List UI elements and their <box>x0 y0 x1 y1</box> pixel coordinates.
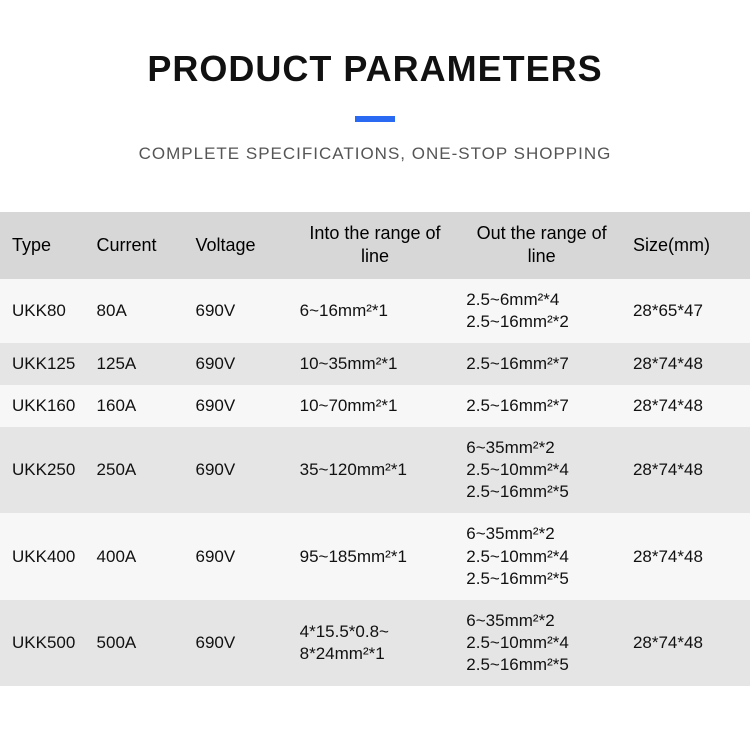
table-row: UKK8080A690V 6~16mm²*1 2.5~6mm²*42.5~16mm²… <box>0 279 750 343</box>
cell-size: 28*65*47 <box>625 279 750 343</box>
cell-in: 10~70mm²*1 <box>292 385 459 427</box>
cell-size: 28*74*48 <box>625 513 750 599</box>
accent-bar <box>355 116 395 122</box>
spec-table-header-row: Type Current Voltage Into the range of l… <box>0 212 750 279</box>
cell-voltage: 690V <box>187 513 291 599</box>
cell-voltage: 690V <box>187 385 291 427</box>
cell-voltage: 690V <box>187 279 291 343</box>
cell-type: UKK160 <box>0 385 89 427</box>
cell-out: 6~35mm²*22.5~10mm²*42.5~16mm²*5 <box>458 427 625 513</box>
cell-out-line: 2.5~16mm²*7 <box>466 395 617 417</box>
cell-type: UKK80 <box>0 279 89 343</box>
cell-current: 250A <box>89 427 188 513</box>
cell-out: 2.5~6mm²*42.5~16mm²*2 <box>458 279 625 343</box>
page-subtitle: COMPLETE SPECIFICATIONS, ONE-STOP SHOPPI… <box>0 144 750 164</box>
cell-current: 500A <box>89 600 188 686</box>
cell-type: UKK500 <box>0 600 89 686</box>
spec-table-head: Type Current Voltage Into the range of l… <box>0 212 750 279</box>
cell-out-line: 6~35mm²*2 <box>466 437 617 459</box>
cell-in-line: 8*24mm²*1 <box>300 643 451 665</box>
cell-in-line: 95~185mm²*1 <box>300 546 451 568</box>
cell-size: 28*74*48 <box>625 427 750 513</box>
cell-out-line: 6~35mm²*2 <box>466 523 617 545</box>
cell-voltage: 690V <box>187 343 291 385</box>
table-row: UKK125125A690V 10~35mm²*1 2.5~16mm²*7 28*74… <box>0 343 750 385</box>
spec-table: Type Current Voltage Into the range of l… <box>0 212 750 686</box>
cell-out: 2.5~16mm²*7 <box>458 385 625 427</box>
cell-current: 400A <box>89 513 188 599</box>
cell-out-line: 2.5~16mm²*5 <box>466 568 617 590</box>
cell-type: UKK400 <box>0 513 89 599</box>
cell-in: 35~120mm²*1 <box>292 427 459 513</box>
spec-table-wrap: Type Current Voltage Into the range of l… <box>0 212 750 686</box>
cell-current: 125A <box>89 343 188 385</box>
cell-voltage: 690V <box>187 427 291 513</box>
cell-in-line: 6~16mm²*1 <box>300 300 451 322</box>
cell-in-line: 10~70mm²*1 <box>300 395 451 417</box>
cell-type: UKK125 <box>0 343 89 385</box>
cell-out: 6~35mm²*22.5~10mm²*42.5~16mm²*5 <box>458 513 625 599</box>
table-row: UKK250250A690V 35~120mm²*1 6~35mm²*22.5~10… <box>0 427 750 513</box>
cell-out: 2.5~16mm²*7 <box>458 343 625 385</box>
table-row: UKK500500A690V4*15.5*0.8~8*24mm²*16~35mm… <box>0 600 750 686</box>
col-header-out: Out the range of line <box>458 212 625 279</box>
cell-in-line: 10~35mm²*1 <box>300 353 451 375</box>
cell-current: 160A <box>89 385 188 427</box>
col-header-type: Type <box>0 212 89 279</box>
cell-size: 28*74*48 <box>625 600 750 686</box>
cell-current: 80A <box>89 279 188 343</box>
page-title: PRODUCT PARAMETERS <box>0 48 750 90</box>
col-header-size: Size(mm) <box>625 212 750 279</box>
cell-in: 6~16mm²*1 <box>292 279 459 343</box>
cell-out-line: 2.5~16mm²*7 <box>466 353 617 375</box>
cell-out-line: 2.5~10mm²*4 <box>466 632 617 654</box>
cell-size: 28*74*48 <box>625 385 750 427</box>
cell-out-line: 2.5~10mm²*4 <box>466 546 617 568</box>
cell-in-line: 4*15.5*0.8~ <box>300 621 451 643</box>
col-header-current: Current <box>89 212 188 279</box>
cell-out-line: 6~35mm²*2 <box>466 610 617 632</box>
cell-out: 6~35mm²*22.5~10mm²*42.5~16mm²*5 <box>458 600 625 686</box>
col-header-voltage: Voltage <box>187 212 291 279</box>
cell-out-line: 2.5~10mm²*4 <box>466 459 617 481</box>
cell-out-line: 2.5~16mm²*5 <box>466 654 617 676</box>
cell-out-line: 2.5~16mm²*2 <box>466 311 617 333</box>
cell-out-line: 2.5~6mm²*4 <box>466 289 617 311</box>
table-row: UKK160160A690V 10~70mm²*1 2.5~16mm²*7 28*74… <box>0 385 750 427</box>
cell-type: UKK250 <box>0 427 89 513</box>
cell-in: 95~185mm²*1 <box>292 513 459 599</box>
product-parameters-page: PRODUCT PARAMETERS COMPLETE SPECIFICATIO… <box>0 0 750 686</box>
cell-size: 28*74*48 <box>625 343 750 385</box>
cell-in: 4*15.5*0.8~8*24mm²*1 <box>292 600 459 686</box>
cell-in: 10~35mm²*1 <box>292 343 459 385</box>
cell-out-line: 2.5~16mm²*5 <box>466 481 617 503</box>
cell-in-line: 35~120mm²*1 <box>300 459 451 481</box>
cell-voltage: 690V <box>187 600 291 686</box>
spec-table-body: UKK8080A690V6~16mm²*12.5~6mm²*42.5~16mm²… <box>0 279 750 686</box>
col-header-in: Into the range of line <box>292 212 459 279</box>
table-row: UKK400400A690V 95~185mm²*1 6~35mm²*22.5~10… <box>0 513 750 599</box>
